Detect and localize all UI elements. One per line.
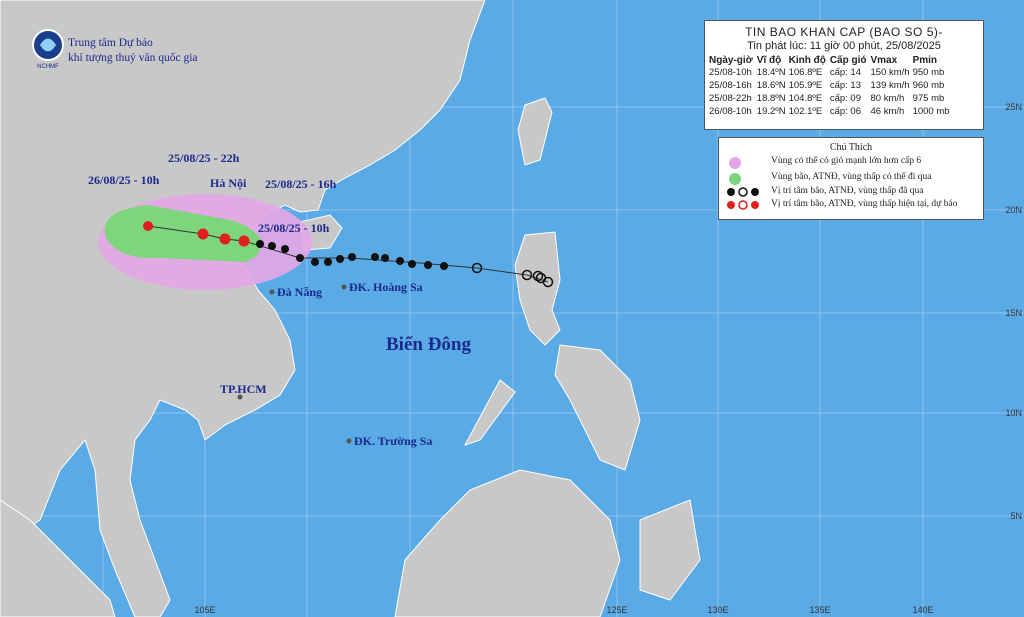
- storm-cone: [104, 205, 261, 262]
- table-cell: 960 mb: [912, 80, 945, 91]
- table-cell: 25/08-16h: [709, 80, 752, 91]
- info-issued: Tin phát lúc: 11 giờ 00 phút, 25/08/2025: [747, 40, 941, 52]
- table-row: 25/08-10h 18.4ºN 106.8ºE cấp: 14 150 km/h 950…: [709, 66, 953, 79]
- table-cell: 975 mb: [912, 93, 945, 104]
- table-cell: 46 km/h: [870, 106, 905, 117]
- info-box: TIN BAO KHAN CAP (BAO SO 5)- Tin phát lú…: [704, 20, 984, 130]
- lat-label: 10N: [1005, 408, 1022, 418]
- place-label: TP.HCM: [220, 382, 267, 396]
- table-cell: 80 km/h: [870, 93, 905, 104]
- table-cell: 18.6ºN: [756, 80, 786, 91]
- org-line: Trung tâm Dự báo: [68, 37, 153, 49]
- lat-label: 5N: [1010, 511, 1022, 521]
- column-header: Vmax: [870, 55, 898, 66]
- lon-label: 135E: [809, 605, 830, 615]
- track-line: [147, 225, 549, 283]
- org-name: Trung tâm Dự báo khí tượng thuỷ văn quốc…: [68, 36, 198, 66]
- logo: NCHMF: [32, 29, 64, 70]
- land: [0, 0, 701, 617]
- lat-label: 25N: [1005, 102, 1022, 112]
- place-label: Hà Nội: [210, 176, 247, 190]
- past-depressions: [471, 262, 554, 288]
- table-cell: 1000 mb: [912, 106, 950, 117]
- forecast-table: Ngày-giờ Vĩ độ Kinh độ Cấp gió Vmax Pmin 25/08…: [709, 55, 953, 118]
- place-label: Đà Nẵng: [277, 285, 322, 299]
- past-positions: [256, 240, 448, 270]
- sea-label: Biển Đông: [386, 334, 471, 355]
- lon-label: 140E: [912, 605, 933, 615]
- table-cell: 102.1ºE: [788, 106, 823, 117]
- time-label: 26/08/25 - 10h: [88, 173, 160, 187]
- lon-label: 130E: [707, 605, 728, 615]
- table-cell: cấp: 14: [829, 67, 861, 78]
- legend-item: Vùng bão, ATNĐ, vùng thấp có thể đi qua: [771, 172, 932, 182]
- table-row: 25/08-16h 18.6ºN 105.9ºE cấp: 13 139 km/h 960…: [709, 79, 953, 92]
- info-title: TIN BAO KHAN CAP (BAO SO 5)-: [745, 25, 943, 39]
- org-line: khí tượng thuỷ văn quốc gia: [68, 52, 198, 64]
- column-header: Vĩ độ: [756, 55, 782, 66]
- table-row: 25/08-22h 18.8ºN 104.8ºE cấp: 09 80 km/h 975 …: [709, 92, 953, 105]
- table-cell: 104.8ºE: [788, 93, 823, 104]
- lon-label: 125E: [606, 605, 627, 615]
- column-header: Kinh độ: [788, 55, 826, 66]
- lat-label: 15N: [1005, 308, 1022, 318]
- column-header: Pmin: [912, 55, 938, 66]
- column-header: Cấp gió: [829, 55, 867, 66]
- header-row: Ngày-giờ Vĩ độ Kinh độ Cấp gió Vmax Pmin: [709, 55, 953, 66]
- table-cell: cấp: 09: [829, 93, 861, 104]
- place-label: ĐK. Trường Sa: [354, 434, 432, 448]
- time-label: 25/08/25 - 10h: [258, 221, 330, 235]
- table-cell: cấp: 06: [829, 106, 861, 117]
- table-cell: 25/08-10h: [709, 67, 752, 78]
- legend-item: Vị trí tâm bão, ATNĐ, vùng thấp hiện tại…: [771, 199, 958, 209]
- time-label: 25/08/25 - 16h: [265, 177, 337, 191]
- lon-label: 105E: [194, 605, 215, 615]
- table-cell: 18.4ºN: [756, 67, 786, 78]
- table-row: 26/08-10h 19.2ºN 102.1ºE cấp: 06 46 km/h 1000…: [709, 105, 953, 118]
- table-cell: 18.8ºN: [756, 93, 786, 104]
- table-cell: 139 km/h: [870, 80, 910, 91]
- table-cell: 26/08-10h: [709, 106, 752, 117]
- table-cell: 150 km/h: [870, 67, 910, 78]
- table-cell: 25/08-22h: [709, 93, 752, 104]
- table-cell: 19.2ºN: [756, 106, 786, 117]
- place-dots: [237, 284, 352, 444]
- table-cell: 105.9ºE: [788, 80, 823, 91]
- legend-title: Chú Thích: [829, 142, 873, 153]
- table-cell: 950 mb: [912, 67, 945, 78]
- time-label: 25/08/25 - 22h: [168, 151, 240, 165]
- table-cell: cấp: 13: [829, 80, 861, 91]
- column-header: Ngày-giờ: [709, 55, 753, 66]
- lat-label: 20N: [1005, 205, 1022, 215]
- legend-box: Chú Thích Vùng có thể có gió mạnh lớn hơ…: [718, 137, 984, 220]
- table-cell: 106.8ºE: [788, 67, 823, 78]
- logo-text: NCHMF: [37, 64, 59, 70]
- legend-item: Vị trí tâm bão, ATNĐ, vùng thấp đã qua: [771, 186, 924, 196]
- legend-item: Vùng có thể có gió mạnh lớn hơn cấp 6: [771, 156, 922, 166]
- forecast-positions: [143, 221, 250, 247]
- legend-icons: [727, 157, 759, 210]
- place-label: ĐK. Hoàng Sa: [349, 280, 423, 294]
